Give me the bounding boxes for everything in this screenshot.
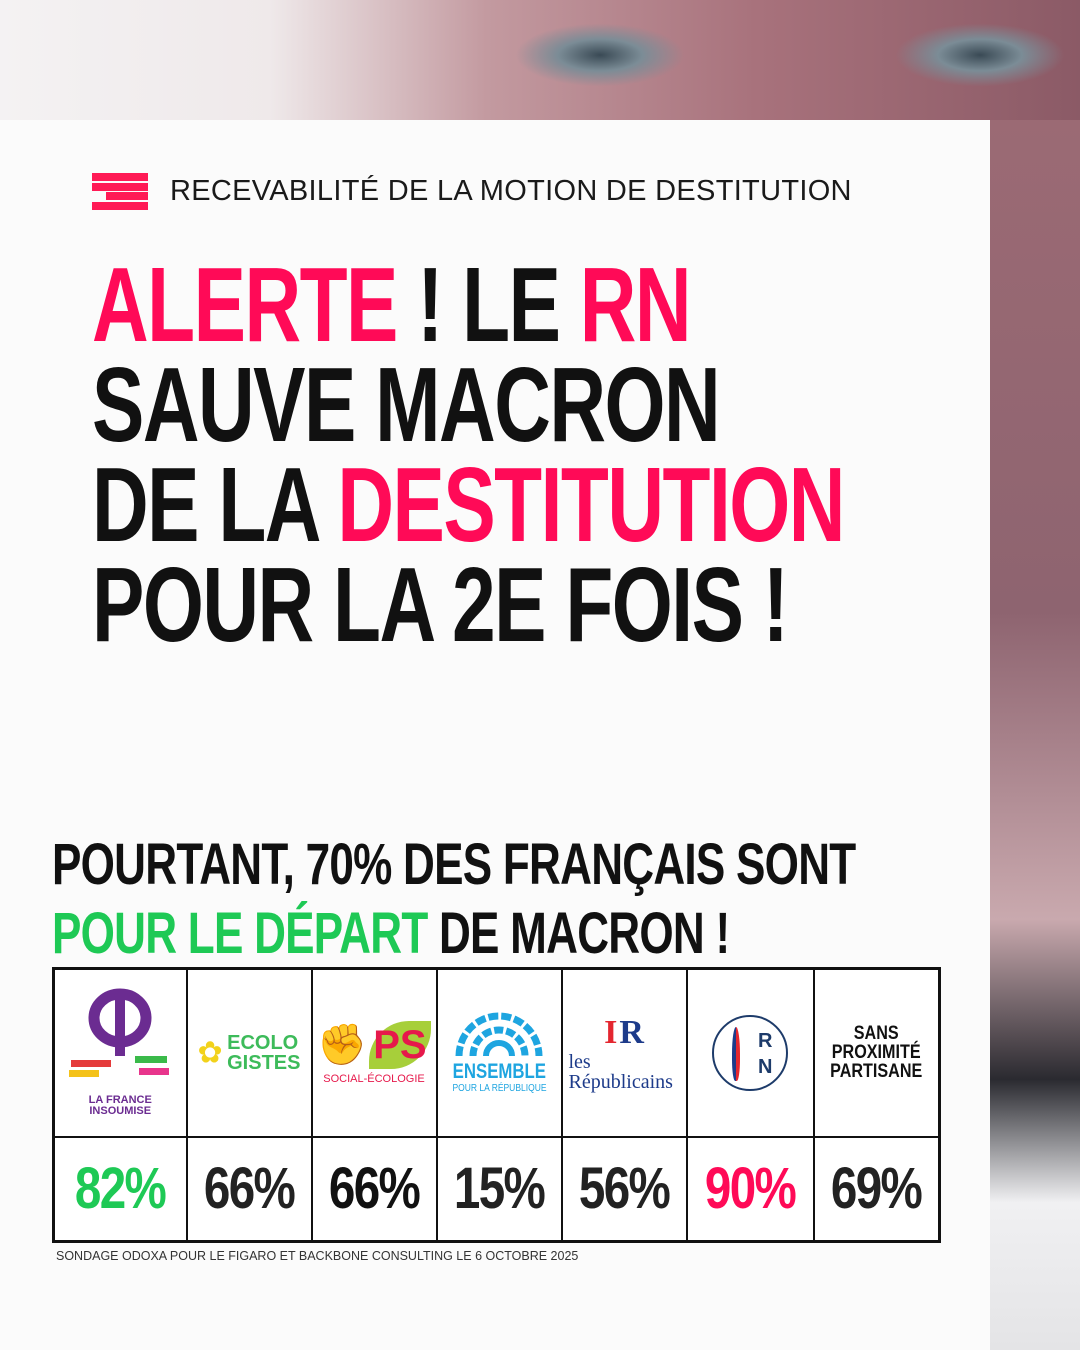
sunflower-icon: ✿ bbox=[197, 1036, 223, 1070]
rose-fist-icon: ✊ bbox=[317, 1023, 368, 1068]
headline-line4: POUR LA 2E FOIS ! bbox=[92, 546, 789, 664]
ps-text: PS bbox=[369, 1020, 431, 1069]
ecolo-text: ECOLO bbox=[227, 1031, 299, 1054]
value-rn: 90% bbox=[704, 1156, 797, 1222]
logo-ensemble: ENSEMBLE POUR LA RÉPUBLIQUE bbox=[435, 967, 563, 1138]
rn-n: N bbox=[758, 1055, 773, 1078]
ensemble-subtext: POUR LA RÉPUBLIQUE bbox=[451, 1082, 547, 1094]
poll-table: LA FRANCE INSOUMISE ✿ ECOLO GISTES ✊ PS S… bbox=[52, 967, 941, 1243]
lr-les: les bbox=[568, 1050, 591, 1073]
rn-r: R bbox=[758, 1029, 773, 1052]
sans-text: SANS bbox=[853, 1022, 899, 1044]
logo-ps: ✊ PS SOCIAL-ÉCOLOGIE bbox=[310, 967, 438, 1138]
headline-line2: SAUVE MACRON bbox=[92, 346, 721, 464]
label-sans-proximite: SANS PROXIMITÉ PARTISANE bbox=[812, 967, 941, 1138]
value-ecologistes: 66% bbox=[203, 1156, 296, 1222]
headline-alerte: ALERTE bbox=[92, 246, 398, 364]
source-note: SONDAGE ODOXA POUR LE FIGARO ET BACKBONE… bbox=[56, 1249, 579, 1263]
value-lr: 56% bbox=[578, 1156, 671, 1222]
ensemble-text: ENSEMBLE bbox=[452, 1059, 546, 1083]
headline: ALERTE ! LE RN SAUVE MACRON DE LA DESTIT… bbox=[92, 252, 1080, 664]
hemicycle-icon bbox=[455, 1012, 543, 1057]
subheadline-highlight: POUR LE DÉPART bbox=[52, 901, 428, 966]
lfi-phi-icon bbox=[69, 988, 170, 1078]
background-photo-right bbox=[990, 120, 1080, 1350]
value-lfi: 82% bbox=[75, 1156, 167, 1222]
gistes-text: GISTES bbox=[227, 1051, 301, 1074]
headline-le: ! LE bbox=[396, 246, 580, 364]
partisane-text: PARTISANE bbox=[830, 1060, 923, 1082]
headline-de-la: DE LA bbox=[92, 446, 338, 564]
stripes-logo-icon bbox=[92, 172, 148, 210]
ps-subtext: SOCIAL-ÉCOLOGIE bbox=[323, 1072, 425, 1085]
lfi-logo-text: LA FRANCE INSOUMISE bbox=[88, 1094, 152, 1118]
proximite-text: PROXIMITÉ bbox=[831, 1041, 921, 1063]
headline-rn: RN bbox=[579, 246, 692, 364]
value-ensemble: 15% bbox=[453, 1156, 546, 1222]
kicker-text: RECEVABILITÉ DE LA MOTION DE DESTITUTION bbox=[170, 174, 852, 207]
subheadline-line1: POURTANT, 70% DES FRANÇAIS SONT bbox=[52, 832, 856, 897]
kicker: RECEVABILITÉ DE LA MOTION DE DESTITUTION bbox=[92, 172, 852, 210]
logo-lfi: LA FRANCE INSOUMISE bbox=[52, 967, 188, 1138]
value-ps: 66% bbox=[328, 1156, 421, 1222]
headline-destitution: DESTITUTION bbox=[337, 446, 845, 564]
subheadline-rest: DE MACRON ! bbox=[427, 901, 730, 966]
background-photo bbox=[0, 0, 1080, 130]
logo-ecologistes: ✿ ECOLO GISTES bbox=[185, 967, 313, 1138]
lr-republicains: Républicains bbox=[568, 1070, 673, 1093]
subheadline: POURTANT, 70% DES FRANÇAIS SONT POUR LE … bbox=[52, 836, 1080, 963]
value-sans-proximite: 69% bbox=[831, 1156, 923, 1222]
